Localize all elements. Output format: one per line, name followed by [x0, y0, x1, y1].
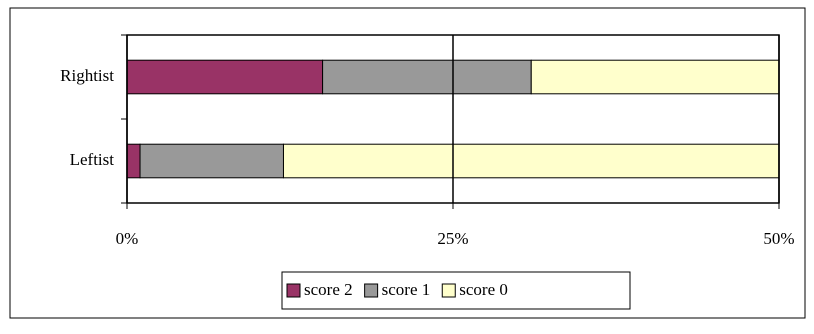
bar-segment: [282, 143, 779, 179]
bar-segment: [127, 143, 141, 179]
legend-label: score 0: [459, 280, 508, 299]
x-tick-label: 0%: [116, 229, 139, 248]
legend-label: score 1: [382, 280, 431, 299]
x-tick-label: 50%: [763, 229, 794, 248]
legend: score 2 score 1 score 0: [286, 280, 508, 299]
bar-segment: [530, 59, 779, 95]
x-tick-label: 25%: [437, 229, 468, 248]
axes: 0% 25% 50% Rightist Leftist: [60, 34, 795, 248]
legend-swatch: [441, 283, 456, 298]
y-tick-label: Rightist: [60, 66, 114, 85]
bars: [127, 59, 779, 179]
y-tick-label: Leftist: [70, 150, 115, 169]
legend-swatch: [286, 283, 301, 298]
legend-swatch: [364, 283, 379, 298]
bar-segment: [127, 59, 324, 95]
bar-segment: [322, 59, 532, 95]
legend-label: score 2: [304, 280, 353, 299]
bar-segment: [139, 143, 284, 179]
legend-box: [281, 271, 631, 310]
